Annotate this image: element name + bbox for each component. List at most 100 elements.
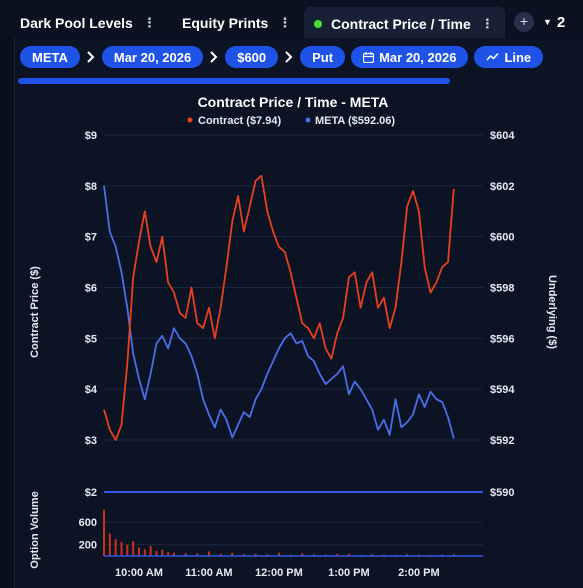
chevron-right-icon <box>80 46 102 68</box>
left-axis-ticks: $9 $8 $7 $6 $5 $4 $3 <box>85 130 98 447</box>
chart-type-label: Line <box>504 49 532 65</box>
volume-bar <box>108 533 111 556</box>
volume-right-top-tick: $590 <box>490 487 514 499</box>
x-axis-ticks: 10:00 AM 11:00 AM 12:00 PM 1:00 PM 2:00 PM <box>115 567 440 579</box>
volume-bar <box>266 554 269 556</box>
right-tick-label: $592 <box>490 435 514 447</box>
left-tick-label: $4 <box>85 384 98 396</box>
x-tick-label: 1:00 PM <box>328 567 370 579</box>
breadcrumb-ticker[interactable]: META <box>20 46 80 68</box>
legend-contract-label: Contract ($7.94) <box>198 115 281 127</box>
series-lines <box>103 174 455 441</box>
left-tick-label: $6 <box>85 283 97 295</box>
volume-bar <box>406 554 409 556</box>
volume-axis-label: Option Volume <box>29 491 41 568</box>
breadcrumb-label: Put <box>312 49 334 65</box>
right-tick-label: $600 <box>490 232 514 244</box>
loading-progress-bar <box>18 78 450 84</box>
tab-label: Contract Price / Time <box>331 15 471 32</box>
right-tick-label: $594 <box>490 384 515 396</box>
legend-contract-swatch <box>187 117 193 123</box>
volume-bar <box>336 554 339 556</box>
left-axis-label: Contract Price ($) <box>29 266 41 358</box>
tab-strip: Dark Pool Levels ⋮ Equity Prints ⋮ Contr… <box>0 0 583 40</box>
volume-bar <box>161 549 164 556</box>
kebab-menu-icon[interactable]: ⋮ <box>278 15 291 30</box>
volume-bar <box>196 553 199 556</box>
calendar-icon <box>363 51 375 63</box>
volume-bar <box>126 544 129 556</box>
breadcrumb-type[interactable]: Put <box>300 46 346 68</box>
line-chart-icon <box>486 52 499 61</box>
volume-bar <box>103 509 105 556</box>
chevron-right-icon <box>278 46 300 68</box>
tab-count-dropdown[interactable]: ▼ 2 <box>543 12 565 32</box>
tab-equity-prints[interactable]: Equity Prints ⋮ <box>182 8 291 38</box>
legend-meta-label: META ($592.06) <box>315 115 395 127</box>
volume-bar <box>184 553 187 556</box>
tab-label: Equity Prints <box>182 15 269 31</box>
left-tick-label: $8 <box>85 181 97 193</box>
right-tick-label: $598 <box>490 283 514 295</box>
right-axis-label: Underlying ($) <box>546 275 558 349</box>
chart-panel: META Mar 20, 2026 $600 Put Mar 20, 2026 … <box>14 38 583 588</box>
left-tick-label: $3 <box>85 435 97 447</box>
expiry-date-label: Mar 20, 2026 <box>379 49 457 65</box>
volume-bar <box>301 553 304 556</box>
volume-bar <box>452 554 455 556</box>
volume-left-top-tick: $2 <box>85 487 97 499</box>
volume-bar <box>172 552 175 556</box>
x-tick-label: 12:00 PM <box>255 567 303 579</box>
volume-ticks: 600 200 <box>79 517 483 552</box>
x-tick-label: 10:00 AM <box>115 567 163 579</box>
tab-label: Dark Pool Levels <box>20 15 133 31</box>
volume-bar <box>207 551 210 556</box>
volume-bar <box>254 553 257 556</box>
volume-bar <box>137 547 140 556</box>
volume-bar <box>167 552 170 556</box>
volume-bar <box>219 553 222 556</box>
add-tab-button[interactable]: + <box>514 12 534 32</box>
kebab-menu-icon[interactable]: ⋮ <box>480 15 494 31</box>
breadcrumb-expiry[interactable]: Mar 20, 2026 <box>101 46 204 68</box>
breadcrumb-label: Mar 20, 2026 <box>113 49 192 65</box>
left-tick-label: $5 <box>85 333 97 345</box>
volume-bar <box>120 541 123 556</box>
legend-meta-swatch <box>305 117 311 123</box>
volume-tick-label: 600 <box>79 517 97 529</box>
active-status-dot <box>314 19 322 28</box>
volume-bar <box>371 554 374 556</box>
legend: Contract ($7.94) META ($592.06) <box>187 115 395 127</box>
left-tick-label: $9 <box>85 130 97 142</box>
x-tick-label: 11:00 AM <box>185 567 232 579</box>
volume-bar <box>347 553 350 556</box>
breadcrumb: META Mar 20, 2026 $600 Put Mar 20, 2026 … <box>20 46 544 68</box>
chevron-right-icon <box>203 46 225 68</box>
meta-underlying-line <box>103 185 455 439</box>
volume-bar <box>149 545 152 556</box>
volume-bar <box>155 550 158 556</box>
right-axis-ticks: $604 $602 $600 $598 $596 $594 $592 <box>490 130 515 447</box>
breadcrumb-label: $600 <box>237 49 267 65</box>
volume-bar <box>114 539 117 556</box>
x-tick-label: 2:00 PM <box>398 567 440 579</box>
right-tick-label: $602 <box>490 181 514 193</box>
volume-bar <box>277 552 280 556</box>
volume-bar <box>312 554 315 556</box>
left-tick-label: $7 <box>85 232 97 244</box>
caret-down-icon: ▼ <box>543 17 552 27</box>
tab-contract-price-time[interactable]: Contract Price / Time ⋮ <box>304 7 505 40</box>
chart-type-selector[interactable]: Line <box>474 46 544 68</box>
tab-dark-pool-levels[interactable]: Dark Pool Levels ⋮ <box>20 8 156 38</box>
tab-count-value: 2 <box>556 13 566 31</box>
chart-title: Contract Price / Time - META <box>198 94 389 110</box>
volume-bar <box>143 549 146 556</box>
kebab-menu-icon[interactable]: ⋮ <box>142 15 156 30</box>
volume-tick-label: 200 <box>79 540 97 552</box>
breadcrumb-strike[interactable]: $600 <box>225 46 279 68</box>
volume-bar <box>231 552 234 556</box>
breadcrumb-label: META <box>32 49 68 65</box>
expiry-date-picker[interactable]: Mar 20, 2026 <box>351 46 469 68</box>
right-tick-label: $604 <box>490 130 515 142</box>
